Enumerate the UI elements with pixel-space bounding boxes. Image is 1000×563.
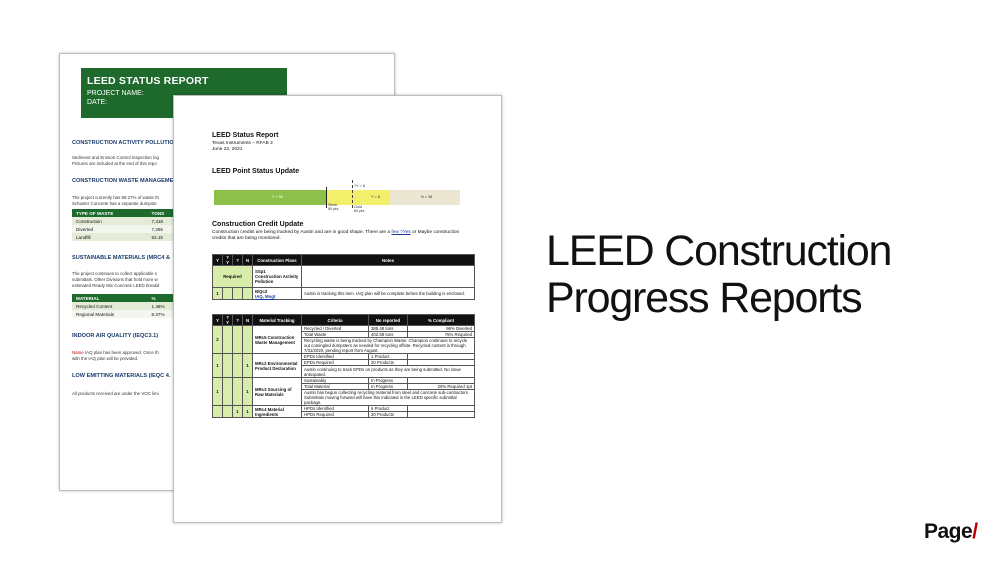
section-text: The project currently has 99.27% of wast… — [72, 195, 159, 206]
date-label: DATE: — [87, 99, 108, 106]
bar-label-maybe: Y = 8 — [371, 195, 380, 199]
gold-marker — [352, 180, 353, 208]
credit-update-heading: Construction Credit Update — [212, 221, 304, 228]
client-name: Texas Instruments – RFAB 2 — [212, 141, 273, 146]
table-row: Austin continuing to track EPDs on produ… — [213, 365, 475, 378]
table-row: 1 IEQc3 IAQ, Mngt Austin is tracking this… — [212, 287, 475, 300]
bar-label-yes: Y = 56 — [272, 195, 284, 199]
project-name-label: PROJECT NAME: — [87, 90, 144, 97]
bar-label-maybe-top: ?Y = 6 — [354, 184, 366, 188]
point-status-heading: LEED Point Status Update — [212, 168, 300, 175]
section-heading: CONSTRUCTION ACTIVITY POLLUTION — [72, 140, 178, 146]
table-row: Construction 7,318 — [72, 217, 182, 225]
front-report-page: LEED Status Report Texas Instruments – R… — [173, 95, 502, 523]
silver-label: Silver 50 pts — [328, 203, 339, 211]
section-text: Sediment and Erosion Control Inspection … — [72, 155, 159, 166]
few-yes-link[interactable]: few ?Yes — [391, 230, 411, 235]
section-text: All products received are under the VOC … — [72, 391, 159, 396]
slide-title: LEED Construction Progress Reports — [546, 227, 892, 322]
logo-slash-icon: / — [972, 520, 978, 543]
table-row: Recycled Content 1.48% — [72, 302, 182, 310]
materials-table: MATERIAL% Recycled Content 1.48% Regional… — [72, 294, 182, 318]
iaq-mngt-link[interactable]: IAQ, Mngt — [255, 293, 276, 299]
construction-plans-table: Y ?Y ? N Construction Plans Notes Requir… — [212, 254, 475, 300]
bar-segment-maybe — [326, 190, 390, 205]
credit-update-text: Construction credits are being tracked b… — [212, 230, 460, 241]
table-row: 1 1 MRc2 Environmental Product Declarati… — [212, 353, 475, 378]
table-row: Regional Materials 8.37% — [72, 310, 182, 318]
section-heading: LOW EMITTING MATERIALS (IEQC 4. — [72, 373, 171, 379]
table-row: HPDs Required 20 Products — [213, 411, 475, 418]
section-text: Name IAQ plan has been approved. Once th… — [72, 350, 159, 361]
report-title: LEED Status Report — [212, 132, 279, 139]
section-heading: SUSTAINABLE MATERIALS (MRC4 & — [72, 255, 170, 261]
section-heading: INDOOR AIR QUALITY (IEQC3.1) — [72, 333, 159, 339]
material-tracking-table: Y ?Y ? N Material Tracking Criteria No r… — [212, 314, 475, 418]
section-heading: CONSTRUCTION WASTE MANAGEME — [72, 178, 174, 184]
bar-segment-no — [390, 190, 460, 205]
report-date: June 22, 2021 — [212, 147, 243, 152]
page-logo: Page/ — [924, 520, 978, 543]
silver-marker — [326, 187, 327, 208]
banner-title: LEED STATUS REPORT — [87, 75, 209, 87]
table-row: 1 1 MRc4 Material Ingredients HPDs Ident… — [212, 405, 475, 418]
table-row: Recycling waste is being tracked by Cham… — [213, 337, 475, 354]
table-row: Diverted 7,265 — [72, 225, 182, 233]
table-row: Required SSp1 Construction Activity Pollu… — [212, 265, 475, 288]
bar-segment-yes — [214, 190, 326, 205]
bar-label-no: N = 38 — [421, 195, 433, 199]
section-text: The project continues to collect applica… — [72, 271, 160, 288]
table-row: Landfill 53.15 — [72, 233, 182, 241]
gold-label: Gold 60 pts — [354, 205, 365, 213]
table-row: 1 1 MRc3 Sourcing of Raw Materials Susta… — [212, 377, 475, 406]
waste-table: TYPE OF WASTE TONS Construction 7,318 Dive… — [72, 209, 182, 241]
